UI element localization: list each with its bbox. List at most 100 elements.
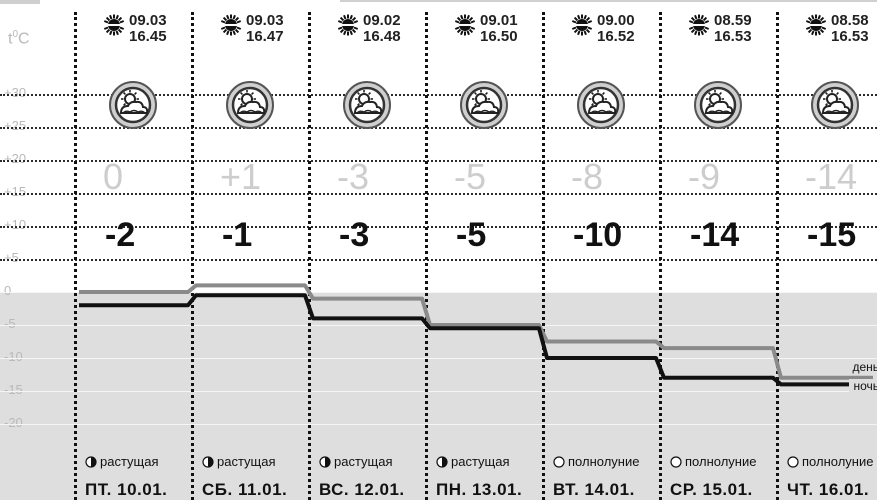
full-moon-icon [553, 455, 568, 468]
sunset-time: 16.47 [246, 28, 284, 45]
moon-phase-label: растущая [334, 454, 393, 469]
axis-title: t0C [8, 29, 30, 48]
day-column: 09.03 16.47 +1 -1 растущая СБ. 11.01. [192, 0, 309, 500]
sun-icon [337, 14, 359, 36]
sunset-time: 16.50 [480, 28, 518, 45]
day-label: ЧТ. 16.01. [787, 480, 870, 499]
sun-icon [688, 14, 710, 36]
moon-phase: полнолуние [670, 454, 756, 469]
moon-phase-label: полнолуние [802, 454, 874, 469]
night-temperature: -15 [807, 216, 857, 254]
sunset-time: 16.48 [363, 28, 401, 45]
sun-icon [103, 14, 125, 36]
day-label: ПТ. 10.01. [85, 480, 168, 499]
grid-line [0, 391, 877, 392]
partly-cloudy-icon [342, 80, 392, 130]
waxing-moon-icon [436, 455, 451, 468]
day-label: СБ. 11.01. [202, 480, 288, 499]
sunrise-time: 09.03 [129, 12, 167, 29]
full-moon-icon [670, 455, 685, 468]
sunset-time: 16.52 [597, 28, 635, 45]
sunrise-time: 09.01 [480, 12, 518, 29]
partly-cloudy-icon [108, 80, 158, 130]
y-tick-label: +30 [4, 85, 27, 100]
moon-phase: растущая [436, 454, 510, 469]
top-bar-segment [0, 0, 40, 4]
sunrise-time: 08.58 [831, 12, 869, 29]
y-tick-label: +25 [4, 118, 27, 133]
partly-cloudy-icon [810, 80, 860, 130]
y-tick-label: -20 [4, 415, 23, 430]
waxing-moon-icon [319, 455, 334, 468]
day-temperature: -14 [805, 156, 858, 197]
y-tick-label: +20 [4, 151, 27, 166]
moon-phase-label: полнолуние [568, 454, 640, 469]
day-separator [776, 12, 779, 500]
sunset-time: 16.45 [129, 28, 167, 45]
top-bar [0, 0, 877, 6]
grid-line [0, 292, 877, 293]
waxing-moon-icon [202, 455, 217, 468]
night-temperature: -10 [573, 216, 623, 254]
y-tick-label: +10 [4, 217, 27, 232]
moon-phase-label: растущая [217, 454, 276, 469]
moon-phase-label: растущая [451, 454, 510, 469]
partly-cloudy-icon [459, 80, 509, 130]
day-column: 09.02 16.48 -3 -3 растущая ВС. 12.01. [309, 0, 426, 500]
legend-night: ночь [849, 379, 877, 393]
night-temperature: -1 [222, 216, 253, 254]
day-temperature: -9 [688, 156, 721, 197]
partly-cloudy-icon [693, 80, 743, 130]
partly-cloudy-icon [576, 80, 626, 130]
waxing-moon-icon [85, 455, 100, 468]
top-bar-segment [340, 0, 877, 2]
day-separator [425, 12, 428, 500]
grid-line [0, 259, 877, 261]
grid-line [0, 94, 877, 96]
legend-day: день [848, 360, 877, 374]
moon-phase: полнолуние [553, 454, 639, 469]
day-temperature: -5 [454, 156, 487, 197]
moon-phase: растущая [85, 454, 159, 469]
y-tick-label: -10 [4, 349, 23, 364]
day-temperature: +1 [220, 156, 262, 197]
grid-line [0, 358, 877, 359]
y-tick-label: +5 [4, 250, 19, 265]
sunset-time: 16.53 [714, 28, 752, 45]
day-label: ВТ. 14.01. [553, 480, 635, 499]
day-separator [74, 12, 77, 500]
day-column: 08.59 16.53 -9 -14 полнолуние СР. 15.01. [660, 0, 777, 500]
day-column: 09.00 16.52 -8 -10 полнолуние ВТ. 14.01. [543, 0, 660, 500]
partly-cloudy-icon [225, 80, 275, 130]
day-temperature: 0 [103, 156, 124, 197]
sun-icon [805, 14, 827, 36]
day-separator [191, 12, 194, 500]
moon-phase-label: растущая [100, 454, 159, 469]
y-tick-label: 0 [4, 283, 12, 298]
day-column: 08.58 16.53 -14 -15 полнолуние ЧТ. 16.01. [777, 0, 877, 500]
day-temperature: -3 [337, 156, 370, 197]
night-temperature: -14 [690, 216, 740, 254]
sun-icon [454, 14, 476, 36]
day-separator [659, 12, 662, 500]
night-temperature-line [79, 293, 873, 387]
y-tick-label: -5 [4, 316, 16, 331]
day-temperature-line [79, 283, 873, 380]
day-separator [542, 12, 545, 500]
night-temperature: -3 [339, 216, 370, 254]
y-tick-label: -15 [4, 382, 23, 397]
grid-line [0, 160, 877, 162]
sunrise-time: 09.03 [246, 12, 284, 29]
day-column: 09.03 16.45 0 -2 растущая ПТ. 10.01. [75, 0, 192, 500]
day-column: 09.01 16.50 -5 -5 растущая ПН. 13.01. [426, 0, 543, 500]
day-label: ПН. 13.01. [436, 480, 523, 499]
sun-icon [220, 14, 242, 36]
day-separator [308, 12, 311, 500]
sun-icon [571, 14, 593, 36]
night-temperature: -5 [456, 216, 487, 254]
sunset-time: 16.53 [831, 28, 869, 45]
sunrise-time: 09.00 [597, 12, 635, 29]
sunrise-time: 08.59 [714, 12, 752, 29]
